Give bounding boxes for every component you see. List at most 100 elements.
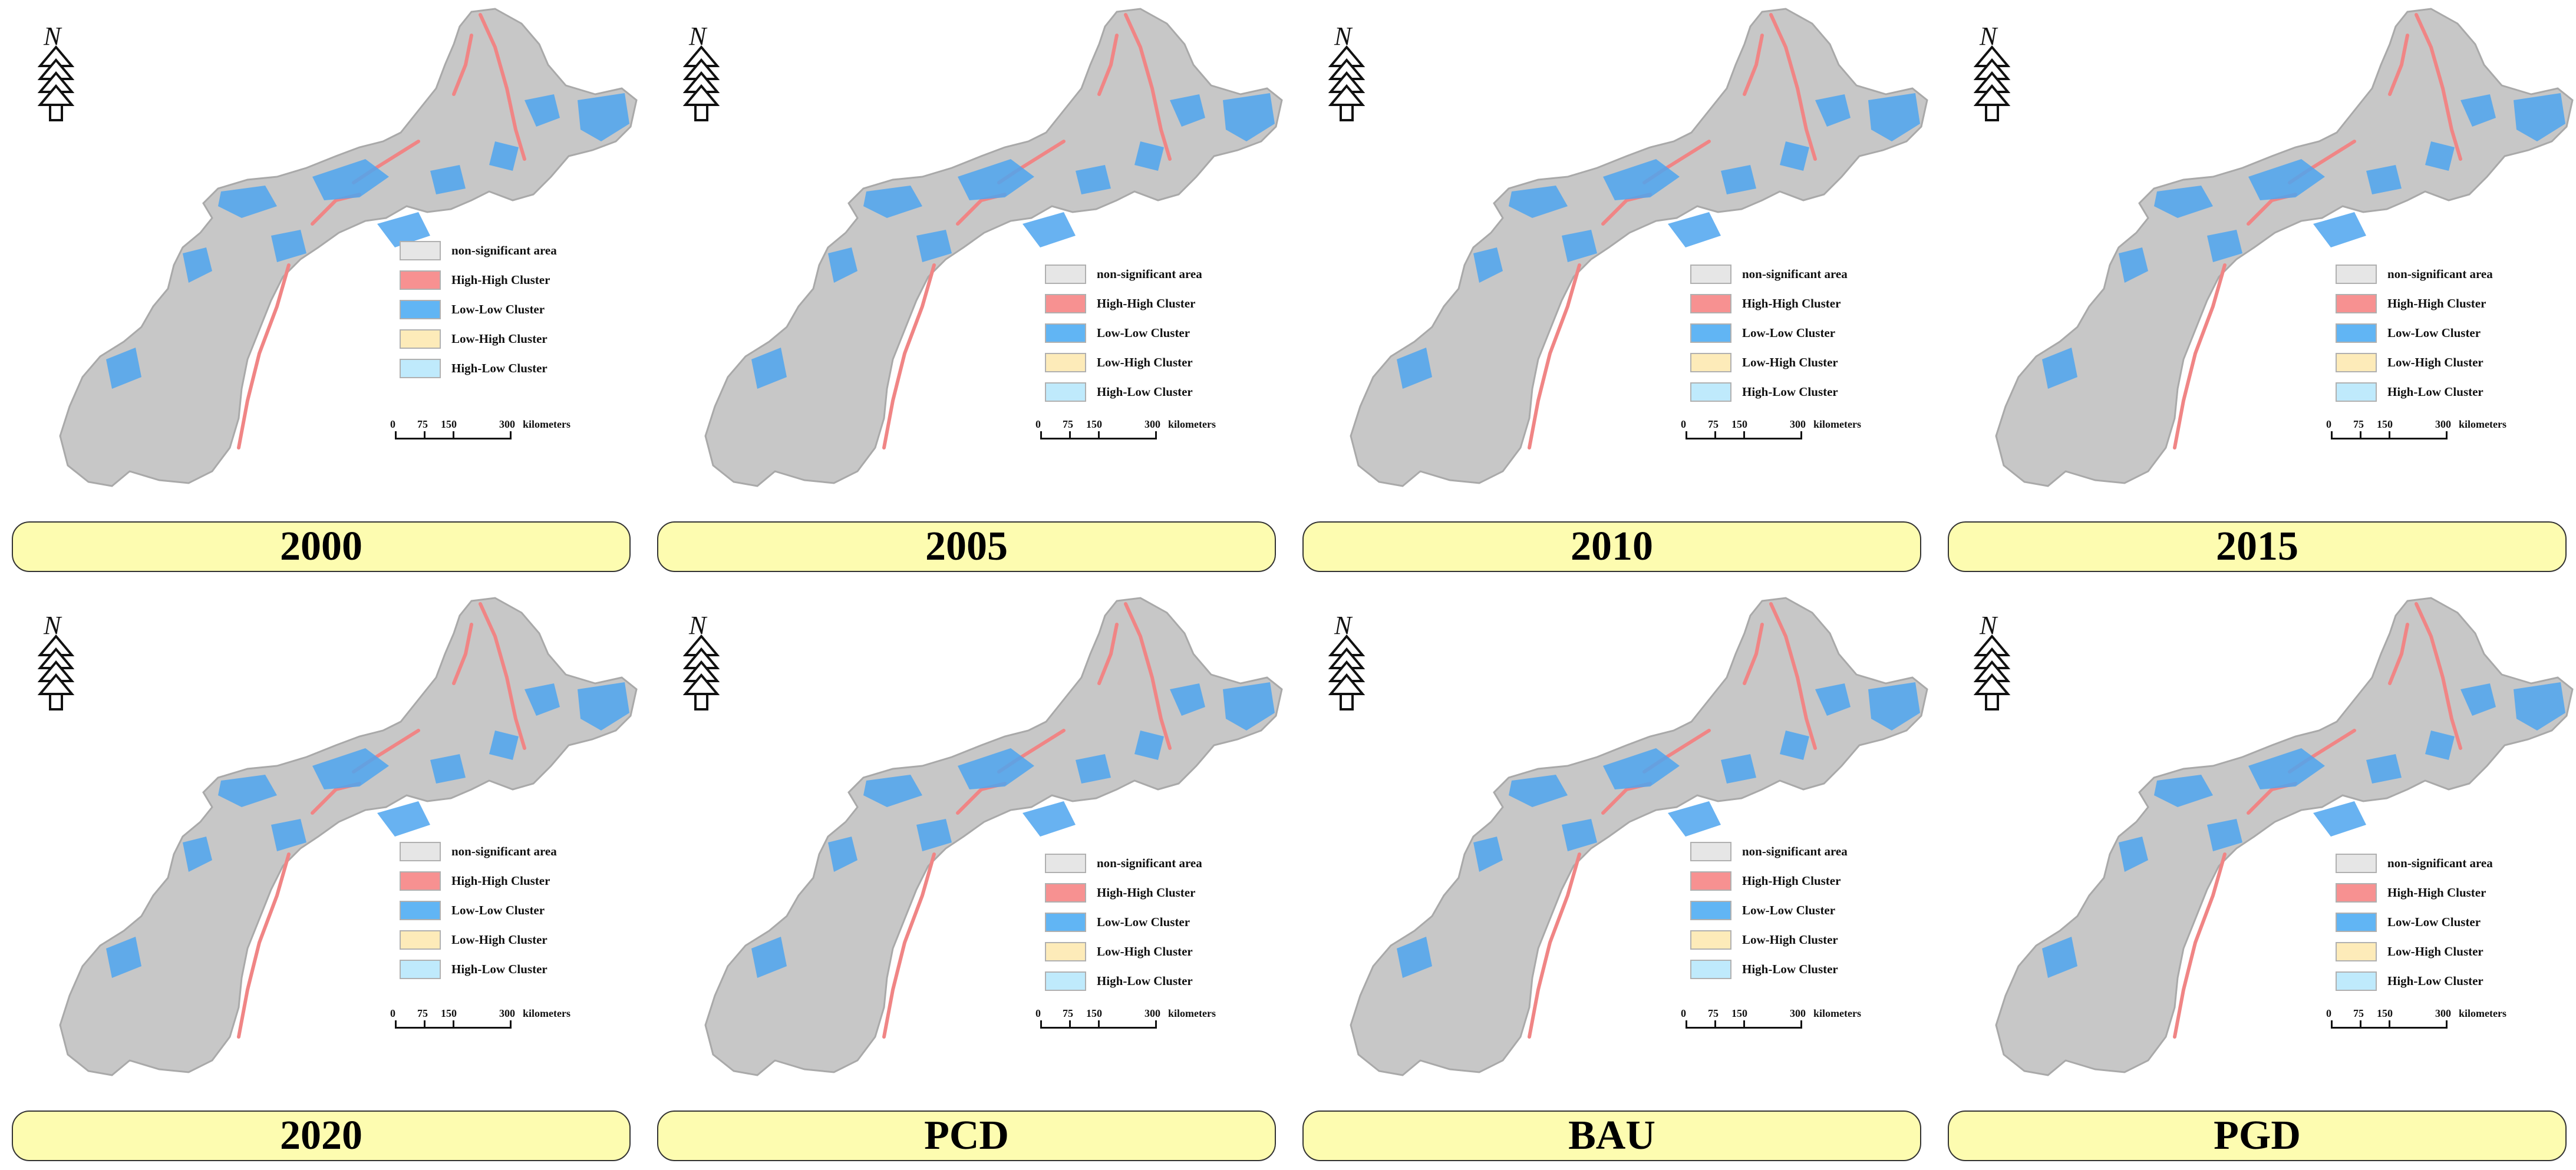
scale-tick-label: 150 bbox=[441, 1007, 457, 1019]
panel-title: PCD bbox=[924, 1113, 1009, 1158]
scale-tick-label: 300 bbox=[1790, 418, 1806, 430]
legend-swatch bbox=[1690, 323, 1731, 343]
legend-item: Low-High Cluster bbox=[1690, 348, 1902, 377]
legend-label: High-Low Cluster bbox=[2387, 384, 2483, 399]
legend-label: non-significant area bbox=[1097, 266, 1202, 281]
legend-swatch bbox=[400, 841, 441, 861]
scale-tick-label: 0 bbox=[1035, 1007, 1041, 1019]
legend-item: High-Low Cluster bbox=[1690, 377, 1902, 406]
region-shape bbox=[704, 597, 1283, 1076]
legend-swatch bbox=[1045, 293, 1086, 313]
low-low-clusters bbox=[106, 682, 629, 978]
scale-tick bbox=[2360, 431, 2361, 439]
scale-tick-label: 300 bbox=[1790, 1007, 1806, 1019]
legend-swatch bbox=[2336, 323, 2377, 343]
north-arrow: N bbox=[1326, 24, 1367, 124]
legend-label: Low-High Cluster bbox=[2387, 944, 2483, 959]
region-map bbox=[59, 597, 638, 1076]
legend-item: High-Low Cluster bbox=[1045, 966, 1257, 996]
north-label: N bbox=[689, 611, 707, 640]
north-arrow: N bbox=[681, 613, 722, 713]
panel-title-banner: 2015 bbox=[1948, 521, 2567, 572]
legend-item: Low-High Cluster bbox=[1045, 348, 1257, 377]
legend-label: Low-High Cluster bbox=[1097, 355, 1193, 369]
legend: non-significant area High-High Cluster Low… bbox=[2336, 259, 2548, 406]
legend-swatch bbox=[1045, 883, 1086, 903]
legend-item: High-Low Cluster bbox=[1690, 954, 1902, 984]
legend: non-significant area High-High Cluster Low… bbox=[400, 837, 612, 984]
scale-tick-label: 300 bbox=[2435, 1007, 2451, 1019]
scale-tick-label: 0 bbox=[2326, 1007, 2331, 1019]
scale-tick bbox=[1155, 1020, 1157, 1029]
legend-label: non-significant area bbox=[1097, 855, 1202, 870]
scale-tick-label: 150 bbox=[2377, 418, 2393, 430]
region-shape bbox=[59, 597, 638, 1076]
scale-tick bbox=[2389, 431, 2390, 439]
legend-item: High-Low Cluster bbox=[2336, 377, 2548, 406]
scale-tick bbox=[2331, 1020, 2333, 1029]
map-area: N non-significant area High-High Cluster L… bbox=[1297, 0, 1936, 513]
legend-item: Low-Low Cluster bbox=[1045, 318, 1257, 348]
legend-swatch bbox=[2336, 941, 2377, 961]
legend-item: Low-Low Cluster bbox=[1690, 895, 1902, 925]
scale-unit-label: kilometers bbox=[523, 1007, 570, 1019]
legend-swatch bbox=[1690, 293, 1731, 313]
low-low-clusters bbox=[2042, 682, 2565, 978]
legend-item: Low-High Cluster bbox=[2336, 348, 2548, 377]
legend-swatch bbox=[1690, 959, 1731, 979]
legend-label: High-High Cluster bbox=[451, 272, 550, 287]
scale-tick-label: 150 bbox=[1086, 418, 1102, 430]
region-map bbox=[1350, 597, 1928, 1076]
legend-swatch bbox=[1045, 912, 1086, 932]
scale-tick bbox=[2360, 1020, 2361, 1029]
map-area: N non-significant area High-High Cluster L… bbox=[6, 0, 645, 513]
legend-swatch bbox=[1690, 930, 1731, 950]
legend-item: Low-High Cluster bbox=[400, 925, 612, 954]
legend-label: Low-Low Cluster bbox=[1742, 325, 1836, 340]
legend: non-significant area High-High Cluster Low… bbox=[2336, 848, 2548, 996]
map-area: N non-significant area High-High Cluster L… bbox=[1297, 589, 1936, 1102]
legend: non-significant area High-High Cluster Low… bbox=[400, 236, 612, 383]
legend-label: Low-High Cluster bbox=[2387, 355, 2483, 369]
region-map bbox=[1995, 8, 2574, 487]
legend-swatch bbox=[1690, 841, 1731, 861]
scale-tick-label: 150 bbox=[441, 418, 457, 430]
scale-tick-label: 300 bbox=[1144, 1007, 1160, 1019]
scale-unit-label: kilometers bbox=[2459, 1007, 2506, 1019]
north-arrow: N bbox=[1971, 24, 2013, 124]
scale-tick bbox=[1686, 431, 1687, 439]
legend-swatch bbox=[400, 240, 441, 260]
legend-label: Low-Low Cluster bbox=[451, 302, 545, 316]
low-low-clusters bbox=[1397, 93, 1920, 389]
scale-tick bbox=[2446, 1020, 2448, 1029]
panel-title-banner: PCD bbox=[657, 1110, 1276, 1161]
legend-item: High-High Cluster bbox=[1045, 878, 1257, 907]
scale-tick-label: 75 bbox=[417, 418, 428, 430]
scale-tick bbox=[453, 1020, 454, 1029]
scale-bar: 0 75 150 300 kilometers bbox=[1034, 418, 1246, 454]
scale-unit-label: kilometers bbox=[1168, 418, 1216, 430]
north-arrow-icon bbox=[1973, 634, 2011, 710]
scale-tick-label: 300 bbox=[1144, 418, 1160, 430]
region-shape bbox=[704, 8, 1283, 487]
scale-tick bbox=[395, 1020, 397, 1029]
legend-label: non-significant area bbox=[451, 243, 557, 257]
low-low-clusters bbox=[1397, 682, 1920, 978]
legend-swatch bbox=[1045, 971, 1086, 991]
legend-item: High-High Cluster bbox=[2336, 289, 2548, 318]
legend-swatch bbox=[1045, 382, 1086, 402]
legend-swatch bbox=[400, 900, 441, 920]
scale-tick bbox=[2389, 1020, 2390, 1029]
legend-label: High-High Cluster bbox=[451, 873, 550, 888]
legend-item: High-High Cluster bbox=[1690, 289, 1902, 318]
legend-swatch bbox=[1690, 382, 1731, 402]
scale-tick-label: 0 bbox=[1035, 418, 1041, 430]
scale-tick bbox=[2446, 431, 2448, 439]
scale-tick-label: 0 bbox=[1681, 418, 1686, 430]
panel-title: 2000 bbox=[280, 524, 362, 569]
legend-label: High-Low Cluster bbox=[1742, 384, 1838, 399]
legend-label: non-significant area bbox=[451, 844, 557, 858]
legend-item: High-High Cluster bbox=[1690, 866, 1902, 895]
legend-item: non-significant area bbox=[1690, 259, 1902, 289]
legend-swatch bbox=[2336, 853, 2377, 873]
